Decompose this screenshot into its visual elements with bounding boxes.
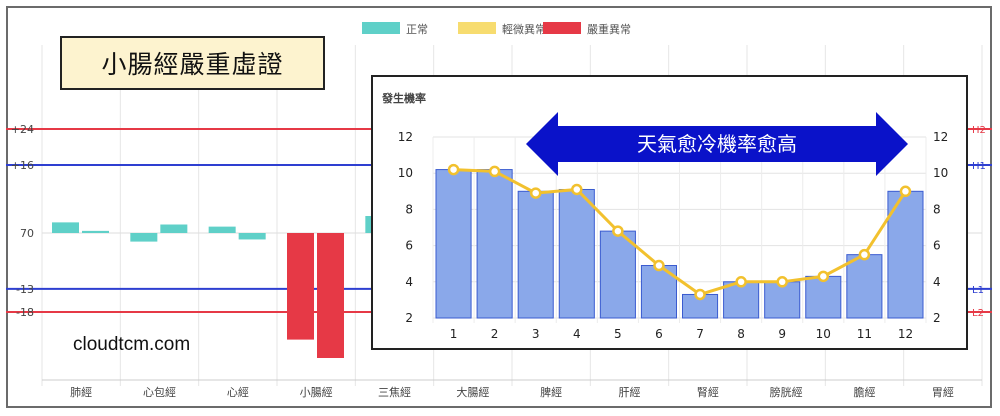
x-label: 肺經 bbox=[70, 385, 92, 399]
main-bar bbox=[208, 226, 236, 233]
x-label: 心經 bbox=[227, 385, 249, 399]
inset-xtick: 2 bbox=[491, 327, 499, 341]
legend-label: 輕微異常 bbox=[502, 22, 546, 36]
inset-xtick: 3 bbox=[532, 327, 540, 341]
inset-point bbox=[858, 248, 871, 261]
main-bar bbox=[130, 233, 158, 242]
inset-point bbox=[529, 187, 542, 199]
inset-bar bbox=[887, 190, 924, 319]
x-label: 膽經 bbox=[854, 385, 876, 399]
inset-point bbox=[447, 163, 460, 176]
inset-point bbox=[817, 270, 830, 283]
inset-line bbox=[453, 168, 907, 297]
main-bar bbox=[82, 230, 109, 233]
double-arrow-shape bbox=[526, 112, 908, 176]
inset-ytick-right: 12 bbox=[933, 130, 948, 144]
inset-xtick: 7 bbox=[696, 327, 704, 341]
inset-point bbox=[653, 259, 665, 272]
inset-point bbox=[488, 165, 501, 178]
inset-point bbox=[694, 288, 706, 301]
inset-point bbox=[735, 276, 747, 288]
inset-ytick-right: 10 bbox=[933, 166, 948, 180]
inset-ytick-left: 8 bbox=[405, 202, 413, 216]
right-label-l2: L2 bbox=[972, 308, 984, 319]
inset-ytick-left: 6 bbox=[405, 239, 413, 253]
title-box: 小腸經嚴重虛證 bbox=[60, 36, 325, 90]
inset-point bbox=[571, 183, 583, 196]
y-axis-labels: +24 +16 70 -13 -18 H2 H1 L1 L2 bbox=[11, 123, 986, 319]
inset-xtick: 5 bbox=[614, 327, 622, 341]
inset-ytick-left: 10 bbox=[398, 166, 413, 180]
right-label-h2: H2 bbox=[972, 125, 986, 136]
y-label: 70 bbox=[20, 227, 34, 240]
inset-ytick-left: 2 bbox=[405, 311, 413, 325]
inset-ytick-right: 4 bbox=[933, 275, 941, 289]
right-label-h1: H1 bbox=[972, 161, 986, 172]
inset-point bbox=[612, 225, 624, 237]
x-label: 腎經 bbox=[697, 385, 719, 399]
inset-bar bbox=[435, 169, 472, 319]
annotation-arrow: 天氣愈冷機率愈高 bbox=[526, 112, 908, 176]
inset-xtick: 4 bbox=[573, 327, 581, 341]
y-label: +24 bbox=[11, 123, 34, 136]
legend: 正常 輕微異常 嚴重異常 bbox=[362, 22, 631, 36]
inset-ytick-left: 12 bbox=[398, 130, 413, 144]
inset-chart: 發生機率 2 2 4 4 6 6 8 8 10 10 12 12 1 2 3 4 5 6 7 8 9 10 11 12 天氣愈冷… bbox=[371, 75, 968, 350]
inset-xtick: 1 bbox=[450, 327, 458, 341]
inset-point bbox=[899, 185, 912, 198]
inset-xtick: 6 bbox=[655, 327, 663, 341]
inset-point bbox=[776, 276, 788, 288]
inset-ytick-right: 6 bbox=[933, 239, 941, 253]
x-label: 心包經 bbox=[143, 385, 176, 399]
legend-swatch bbox=[458, 22, 496, 34]
y-label: -13 bbox=[16, 283, 34, 296]
annotation-text: 天氣愈冷機率愈高 bbox=[637, 132, 797, 156]
main-bar bbox=[317, 233, 344, 358]
inset-ytick-left: 4 bbox=[405, 275, 413, 289]
legend-swatch bbox=[362, 22, 400, 34]
main-bar bbox=[287, 233, 314, 340]
inset-xtick: 12 bbox=[898, 327, 913, 341]
inset-xtick: 8 bbox=[737, 327, 745, 341]
legend-label: 正常 bbox=[406, 23, 428, 36]
legend-label: 嚴重異常 bbox=[587, 22, 631, 36]
y-label: -18 bbox=[16, 306, 34, 319]
legend-swatch bbox=[543, 22, 581, 34]
main-bar bbox=[160, 224, 188, 233]
x-label: 小腸經 bbox=[300, 385, 333, 399]
main-bar bbox=[52, 222, 79, 233]
right-label-l1: L1 bbox=[972, 285, 984, 296]
watermark: cloudtcm.com bbox=[73, 334, 191, 355]
x-label: 胃經 bbox=[932, 385, 954, 399]
x-label: 肝經 bbox=[619, 385, 641, 399]
inset-ytick-right: 8 bbox=[933, 202, 941, 216]
inset-bar bbox=[476, 169, 513, 319]
x-label: 大腸經 bbox=[456, 385, 489, 399]
main-bar bbox=[238, 233, 266, 240]
inset-bar bbox=[723, 281, 760, 319]
inset-ytick-right: 2 bbox=[933, 311, 941, 325]
x-label: 脾經 bbox=[540, 385, 562, 399]
inset-bar bbox=[517, 190, 554, 319]
inset-xtick: 11 bbox=[857, 327, 872, 341]
x-axis-labels: 肺經 心包經 心經 小腸經 三焦經 大腸經 脾經 肝經 腎經 膀胱經 膽經 胃經 bbox=[70, 385, 954, 399]
inset-bar bbox=[599, 230, 636, 319]
inset-bar bbox=[805, 275, 842, 319]
main-bars bbox=[52, 207, 941, 358]
inset-xtick: 10 bbox=[816, 327, 831, 341]
inset-title: 發生機率 bbox=[382, 92, 426, 105]
y-label: +16 bbox=[11, 159, 34, 172]
inset-bar bbox=[846, 254, 883, 319]
x-label: 三焦經 bbox=[378, 385, 411, 399]
inset-xtick: 9 bbox=[778, 327, 786, 341]
inset-bar bbox=[558, 188, 595, 319]
x-label: 膀胱經 bbox=[770, 385, 803, 399]
